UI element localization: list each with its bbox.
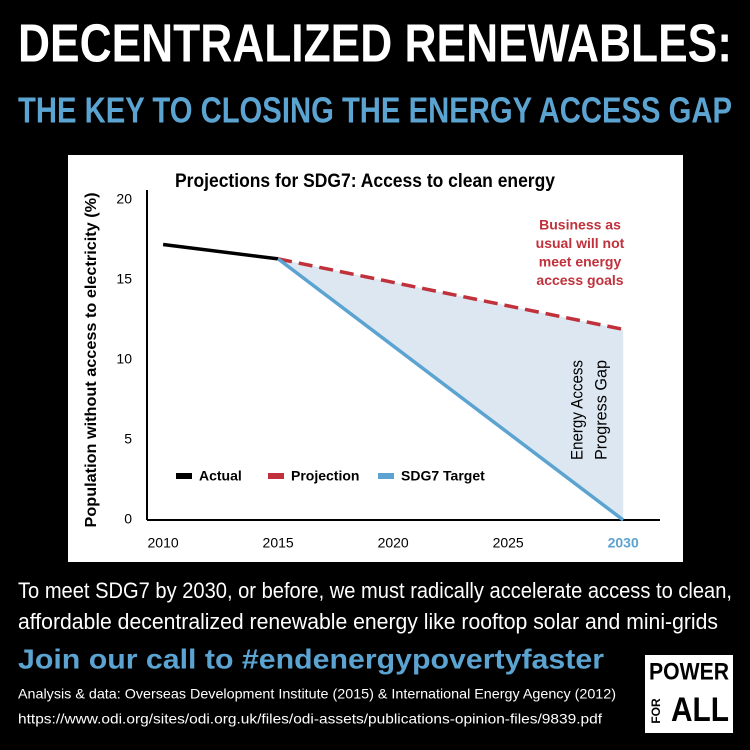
legend-label: Projection — [291, 468, 359, 484]
logo-text: POWER — [649, 658, 729, 685]
annotation: access goals — [536, 272, 623, 288]
x-tick-label: 2025 — [493, 535, 524, 551]
annotation: Business as — [539, 217, 621, 233]
annotation: usual will not — [536, 235, 625, 251]
x-tick-label: 2015 — [263, 535, 294, 551]
source: Analysis & data: Overseas Development In… — [18, 686, 616, 702]
source-url: https://www.odi.org/sites/odi.org.uk/fil… — [18, 711, 602, 727]
y-tick-label: 10 — [116, 351, 132, 367]
x-tick-label: 2010 — [148, 535, 179, 551]
y-tick-label: 20 — [116, 190, 132, 206]
logo: POWER FOR ALL — [645, 655, 733, 733]
legend-label: SDG7 Target — [401, 468, 485, 484]
logo-text: ALL — [671, 691, 729, 729]
y-axis-label: Population without access to electricity… — [83, 193, 100, 528]
gap-label: Progress Gap — [591, 360, 610, 460]
annotation: meet energy — [539, 254, 622, 270]
series-line — [277, 257, 624, 332]
gap-label: Energy Access — [567, 360, 586, 460]
chart: Projections for SDG7: Access to clean en… — [83, 171, 660, 551]
body-text: To meet SDG7 by 2030, or before, we must… — [18, 578, 732, 603]
y-tick-label: 5 — [124, 431, 132, 447]
series-line — [277, 257, 625, 522]
body-text: affordable decentralized renewable energ… — [18, 609, 718, 634]
logo-text: FOR — [649, 698, 663, 724]
x-tick-label: 2030 — [608, 535, 639, 551]
legend-label: Actual — [199, 468, 242, 484]
title: DECENTRALIZED RENEWABLES: — [18, 13, 732, 73]
logo-box — [645, 655, 733, 733]
call-to-action: Join our call to #endenergypovertyfaster — [18, 643, 604, 674]
series-line — [162, 242, 279, 261]
y-tick-label: 15 — [116, 270, 132, 286]
chart-title: Projections for SDG7: Access to clean en… — [175, 171, 555, 192]
y-tick-label: 0 — [124, 511, 132, 527]
x-tick-label: 2020 — [378, 535, 409, 551]
subtitle: THE KEY TO CLOSING THE ENERGY ACCESS GAP — [18, 90, 732, 131]
